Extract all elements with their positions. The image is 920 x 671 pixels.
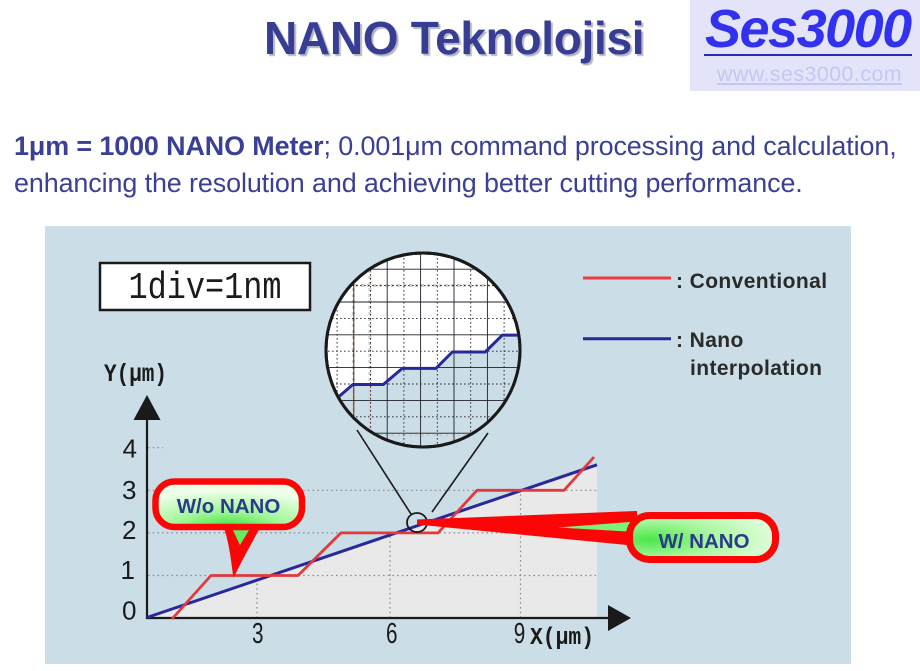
svg-text:Y(μm): Y(μm) [104,360,167,389]
svg-text:: Nano: : Nano [676,329,744,352]
svg-text:interpolation: interpolation [690,357,822,380]
svg-text:3: 3 [252,618,264,650]
svg-text:X(μm): X(μm) [530,625,594,652]
svg-text:0: 0 [122,595,136,625]
svg-text:W/o NANO: W/o NANO [177,495,281,518]
svg-text:2: 2 [122,515,136,545]
svg-text:9: 9 [514,618,526,650]
svg-text:4: 4 [123,433,137,463]
svg-text:: Conventional: : Conventional [676,270,827,293]
svg-text:W/ NANO: W/ NANO [658,530,749,553]
svg-text:3: 3 [122,475,136,505]
svg-text:6: 6 [386,618,398,650]
svg-text:1div=1nm: 1div=1nm [129,267,282,310]
svg-text:1: 1 [121,555,135,585]
